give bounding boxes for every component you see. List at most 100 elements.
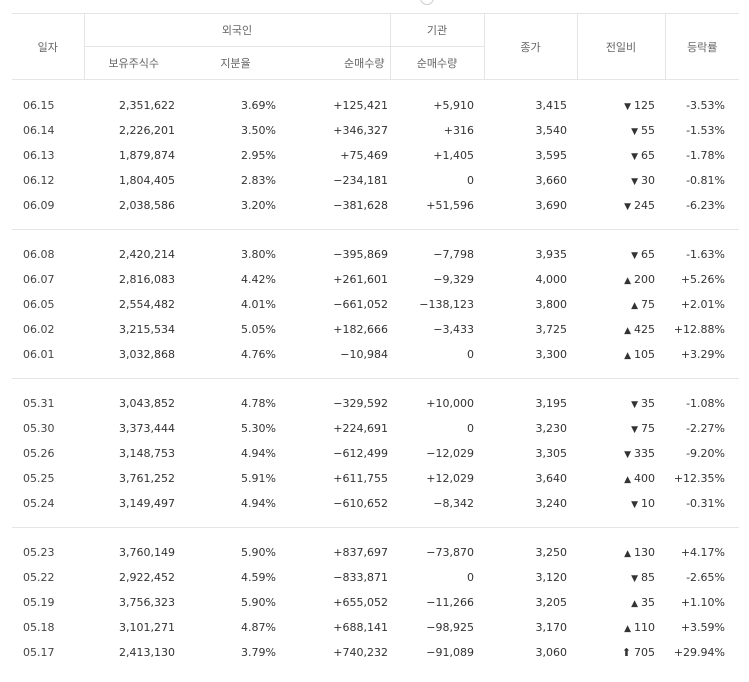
table-row: 06.12 1,804,405 2.83% −234,181 0 3,660 ▼ 30 -0.8… [12, 168, 739, 193]
row-change: ▼ 245 [577, 193, 665, 218]
row-inst-net: −138,123 [419, 298, 474, 311]
table-row: 05.18 3,101,271 4.87% +688,141 −98,925 3,170 ▲… [12, 615, 739, 640]
row-change-value: 30 [641, 174, 655, 187]
row-date: 06.05 [23, 298, 55, 311]
row-foreign-net: +688,141 [333, 621, 388, 634]
row-change: ▲ 200 [577, 267, 665, 292]
row-change: ▼ 75 [577, 416, 665, 441]
row-ratio: 4.94% [241, 497, 276, 510]
row-close: 3,595 [535, 149, 568, 162]
row-change-value: 75 [641, 422, 655, 435]
up-triangle-icon: ▲ [624, 326, 631, 336]
row-foreign-net: −381,628 [333, 199, 388, 212]
table-row: 06.15 2,351,622 3.69% +125,421 +5,910 3,415 ▼ 1… [12, 92, 739, 118]
row-change: ▲ 75 [577, 292, 665, 317]
header-inst-net: 순매수량 [389, 46, 484, 80]
row-ratio: 4.01% [241, 298, 276, 311]
row-foreign-net: −610,652 [333, 497, 388, 510]
row-rate: -9.20% [686, 447, 725, 460]
row-holdings: 3,756,323 [119, 596, 175, 609]
row-ratio: 4.78% [241, 397, 276, 410]
row-change-value: 65 [641, 248, 655, 261]
down-triangle-icon: ▼ [631, 152, 638, 162]
table-row: 06.02 3,215,534 5.05% +182,666 −3,433 3,725 ▲ 4… [12, 317, 739, 342]
row-holdings: 3,215,534 [119, 323, 175, 336]
row-change-value: 705 [634, 646, 655, 659]
row-ratio: 4.76% [241, 348, 276, 361]
row-ratio: 3.20% [241, 199, 276, 212]
row-change-value: 425 [634, 323, 655, 336]
upper-limit-arrow-icon: ⬆ [621, 646, 631, 659]
row-foreign-net: +125,421 [333, 99, 388, 112]
row-change-value: 335 [634, 447, 655, 460]
row-close: 3,300 [535, 348, 568, 361]
row-holdings: 2,922,452 [119, 571, 175, 584]
row-inst-net: 0 [467, 422, 474, 435]
row-foreign-net: +224,691 [333, 422, 388, 435]
down-triangle-icon: ▼ [631, 425, 638, 435]
row-change-value: 75 [641, 298, 655, 311]
down-triangle-icon: ▼ [631, 251, 638, 261]
down-triangle-icon: ▼ [631, 574, 638, 584]
table-row: 05.22 2,922,452 4.59% −833,871 0 3,120 ▼ 85 -2.6… [12, 565, 739, 590]
header-foreign-net: 순매수량 [288, 46, 390, 80]
row-close: 3,170 [535, 621, 568, 634]
table-body: 06.15 2,351,622 3.69% +125,421 +5,910 3,415 ▼ 1… [12, 80, 739, 677]
row-change: ▲ 35 [577, 590, 665, 615]
row-inst-net: −12,029 [426, 447, 474, 460]
row-date: 06.15 [23, 99, 55, 112]
row-foreign-net: −661,052 [333, 298, 388, 311]
row-change: ▲ 110 [577, 615, 665, 640]
row-close: 3,195 [535, 397, 568, 410]
table-header: 일자 외국인 기관 종가 전일비 등락률 보유주식수 지분율 순매수량 순매수량 [12, 13, 739, 80]
row-change-value: 400 [634, 472, 655, 485]
row-ratio: 4.87% [241, 621, 276, 634]
row-inst-net: +1,405 [433, 149, 474, 162]
row-inst-net: 0 [467, 174, 474, 187]
row-rate: +5.26% [680, 273, 725, 286]
row-change-value: 130 [634, 546, 655, 559]
row-holdings: 3,101,271 [119, 621, 175, 634]
header-rate: 등락률 [664, 13, 739, 80]
row-inst-net: +10,000 [426, 397, 474, 410]
row-rate: -2.65% [686, 571, 725, 584]
table-row: 06.13 1,879,874 2.95% +75,469 +1,405 3,595 ▼ 65… [12, 143, 739, 168]
row-inst-net: −3,433 [433, 323, 474, 336]
row-inst-net: −11,266 [426, 596, 474, 609]
row-rate: +4.17% [680, 546, 725, 559]
row-date: 05.30 [23, 422, 55, 435]
table-row: 06.05 2,554,482 4.01% −661,052 −138,123 3,800… [12, 292, 739, 317]
row-change-value: 10 [641, 497, 655, 510]
row-close: 3,640 [535, 472, 568, 485]
row-holdings: 3,373,444 [119, 422, 175, 435]
row-change-value: 55 [641, 124, 655, 137]
row-date: 05.22 [23, 571, 55, 584]
row-inst-net: −73,870 [426, 546, 474, 559]
up-triangle-icon: ▲ [624, 475, 631, 485]
table-row: 05.17 2,413,130 3.79% +740,232 −91,089 3,060 ⬆… [12, 640, 739, 665]
row-rate: +3.29% [680, 348, 725, 361]
row-holdings: 2,554,482 [119, 298, 175, 311]
row-foreign-net: +346,327 [333, 124, 388, 137]
row-close: 3,415 [535, 99, 568, 112]
row-foreign-net: +75,469 [340, 149, 388, 162]
cropped-toolbar [0, 0, 749, 6]
radio-icon[interactable] [420, 0, 434, 5]
row-date: 06.07 [23, 273, 55, 286]
row-holdings: 2,351,622 [119, 99, 175, 112]
row-holdings: 2,226,201 [119, 124, 175, 137]
row-rate: +12.88% [673, 323, 725, 336]
row-inst-net: 0 [467, 571, 474, 584]
row-foreign-net: −234,181 [333, 174, 388, 187]
row-foreign-net: +655,052 [333, 596, 388, 609]
header-holdings: 보유주식수 [83, 46, 183, 80]
row-change: ▲ 400 [577, 466, 665, 491]
row-close: 3,230 [535, 422, 568, 435]
up-triangle-icon: ▲ [624, 549, 631, 559]
row-holdings: 3,761,252 [119, 472, 175, 485]
row-change-value: 85 [641, 571, 655, 584]
row-inst-net: 0 [467, 348, 474, 361]
up-triangle-icon: ▲ [631, 301, 638, 311]
row-close: 3,250 [535, 546, 568, 559]
row-change: ▼ 65 [577, 143, 665, 168]
